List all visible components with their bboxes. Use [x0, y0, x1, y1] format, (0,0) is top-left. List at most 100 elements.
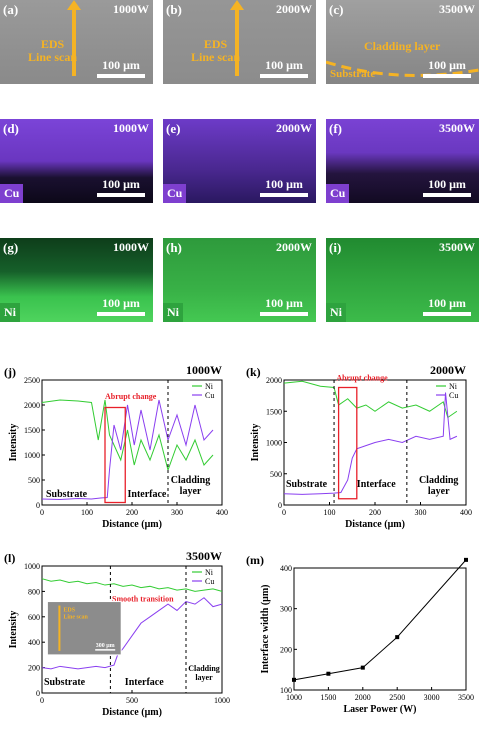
- cladding-line: Cladding: [171, 475, 210, 486]
- series-line-ni: [41, 578, 223, 592]
- cladding-line: layer: [428, 486, 450, 497]
- x-tick-label: 2500: [389, 693, 405, 702]
- panel-label: (d): [3, 121, 19, 136]
- cladding-line: layer: [195, 673, 213, 682]
- element-tag: Cu: [326, 184, 350, 203]
- scale-bar: 100 μm: [260, 58, 308, 78]
- eds-arrow-icon: [235, 6, 239, 76]
- data-point: [292, 677, 296, 682]
- laser-power: 3500W: [439, 2, 475, 16]
- laser-power: 1000W: [113, 2, 149, 16]
- x-tick-label: 0: [40, 508, 44, 517]
- scale-text: 100 μm: [265, 58, 303, 72]
- y-tick-label: 1500: [266, 407, 282, 416]
- panel-label: (i): [329, 240, 342, 255]
- x-axis-label: Distance (μm): [345, 519, 405, 530]
- eds-arrow-icon: [72, 6, 76, 76]
- scale-text: 100 μm: [428, 296, 466, 310]
- x-tick-label: 500: [126, 696, 138, 705]
- element-tag: Ni: [326, 303, 346, 322]
- interface-label: Interface: [125, 677, 164, 688]
- legend-entry: Cu: [449, 391, 458, 400]
- panel-label: (h): [166, 240, 182, 255]
- y-tick-label: 2000: [24, 401, 40, 410]
- abrupt-change-label: Abrupt change: [105, 392, 157, 401]
- ni-map-i: (i) 3500W 100 μm Ni: [326, 238, 479, 322]
- series-line-ni: [41, 399, 214, 472]
- sem-texture: [163, 0, 316, 84]
- y-tick-label: 1000: [266, 439, 282, 448]
- laser-power: 2000W: [276, 2, 312, 16]
- legend-entry: Ni: [205, 568, 214, 577]
- y-axis-label: Intensity: [8, 424, 19, 462]
- laser-power: 2000W: [276, 240, 312, 254]
- laser-power: 1000W: [113, 240, 149, 254]
- series-line-cu: [41, 597, 223, 670]
- x-tick-label: 300: [415, 508, 427, 517]
- legend-entry: Ni: [449, 382, 458, 391]
- cladding-label: Cladding layer: [419, 475, 458, 497]
- panel-label: (g): [3, 240, 19, 255]
- y-tick-label: 500: [28, 476, 40, 485]
- series-line-data: [293, 559, 467, 681]
- y-tick-label: 0: [278, 501, 282, 510]
- x-tick-label: 400: [460, 508, 472, 517]
- panel-label: (f): [329, 121, 342, 136]
- panel-label: (e): [166, 121, 181, 136]
- panel-label: (j): [4, 365, 16, 379]
- abrupt-change-label: Abrupt change: [336, 374, 388, 383]
- x-tick-label: 1500: [320, 693, 336, 702]
- cladding-label: Cladding layer: [171, 475, 210, 497]
- chart-title: 3500W: [186, 549, 222, 563]
- sem-texture: [0, 0, 153, 84]
- y-axis-label: Interface width (μm): [260, 585, 271, 674]
- ni-map-g: (g) 1000W 100 μm Ni: [0, 238, 153, 322]
- panel-label: (a): [3, 2, 19, 17]
- y-tick-label: 0: [36, 689, 40, 698]
- cladding-line: Cladding: [419, 475, 458, 486]
- x-axis-label: Distance (μm): [102, 519, 162, 530]
- eds-label: EDS Line scan: [191, 37, 241, 64]
- y-tick-label: 800: [28, 587, 40, 596]
- x-axis-label: Laser Power (W): [344, 704, 417, 715]
- scale-text: 100 μm: [102, 177, 140, 191]
- x-tick-label: 200: [369, 508, 381, 517]
- x-tick-label: 0: [40, 696, 44, 705]
- y-tick-label: 200: [280, 645, 292, 654]
- x-axis-label: Distance (μm): [102, 707, 162, 718]
- panel-label: (c): [329, 2, 344, 17]
- chart-title: 1000W: [186, 363, 222, 377]
- eds-label: EDS Line scan: [28, 37, 78, 64]
- y-tick-label: 0: [36, 501, 40, 510]
- sem-panel-c: Cladding layer Substrate (c) 3500W 100 μ…: [326, 0, 479, 84]
- line-chart-k: 0 100 200 300 400 0 500 1000 1500 2000 Distance (μ…: [246, 363, 472, 530]
- x-tick-label: 1000: [286, 693, 302, 702]
- x-tick-label: 1000: [214, 696, 230, 705]
- scale-bar: 100 μm: [97, 58, 145, 78]
- sem-panel-b: EDS Line scan (b) 2000W 100 μm: [163, 0, 316, 84]
- ni-map-h: (h) 2000W 100 μm Ni: [163, 238, 316, 322]
- line-chart-l: 0 500 1000 0 200 400 600 800 1000 Distance (μm) In…: [4, 549, 230, 718]
- cladding-label: Cladding layer: [188, 664, 220, 682]
- smooth-transition-label: Smooth transition: [112, 595, 174, 604]
- data-point: [464, 557, 468, 562]
- laser-power: 3500W: [439, 240, 475, 254]
- inset-eds-label: EDS Line scan: [63, 608, 88, 621]
- element-tag: Cu: [0, 184, 24, 203]
- legend-entry: Ni: [205, 382, 214, 391]
- x-tick-label: 0: [282, 508, 286, 517]
- x-tick-label: 400: [216, 508, 228, 517]
- scale-text: 100 μm: [265, 177, 303, 191]
- data-point: [395, 635, 400, 640]
- eds-arrow-head: [230, 0, 244, 10]
- y-tick-label: 500: [270, 470, 282, 479]
- scale-bar: 100 μm: [423, 58, 471, 78]
- chart-title: 2000W: [430, 363, 466, 377]
- y-axis-label: Intensity: [250, 424, 261, 462]
- inset-scale-text: 300 μm: [96, 643, 115, 649]
- x-tick-label: 2000: [355, 693, 371, 702]
- series-line-cu: [41, 399, 214, 501]
- x-tick-label: 300: [171, 508, 183, 517]
- data-point: [326, 671, 331, 676]
- y-tick-label: 2500: [24, 376, 40, 385]
